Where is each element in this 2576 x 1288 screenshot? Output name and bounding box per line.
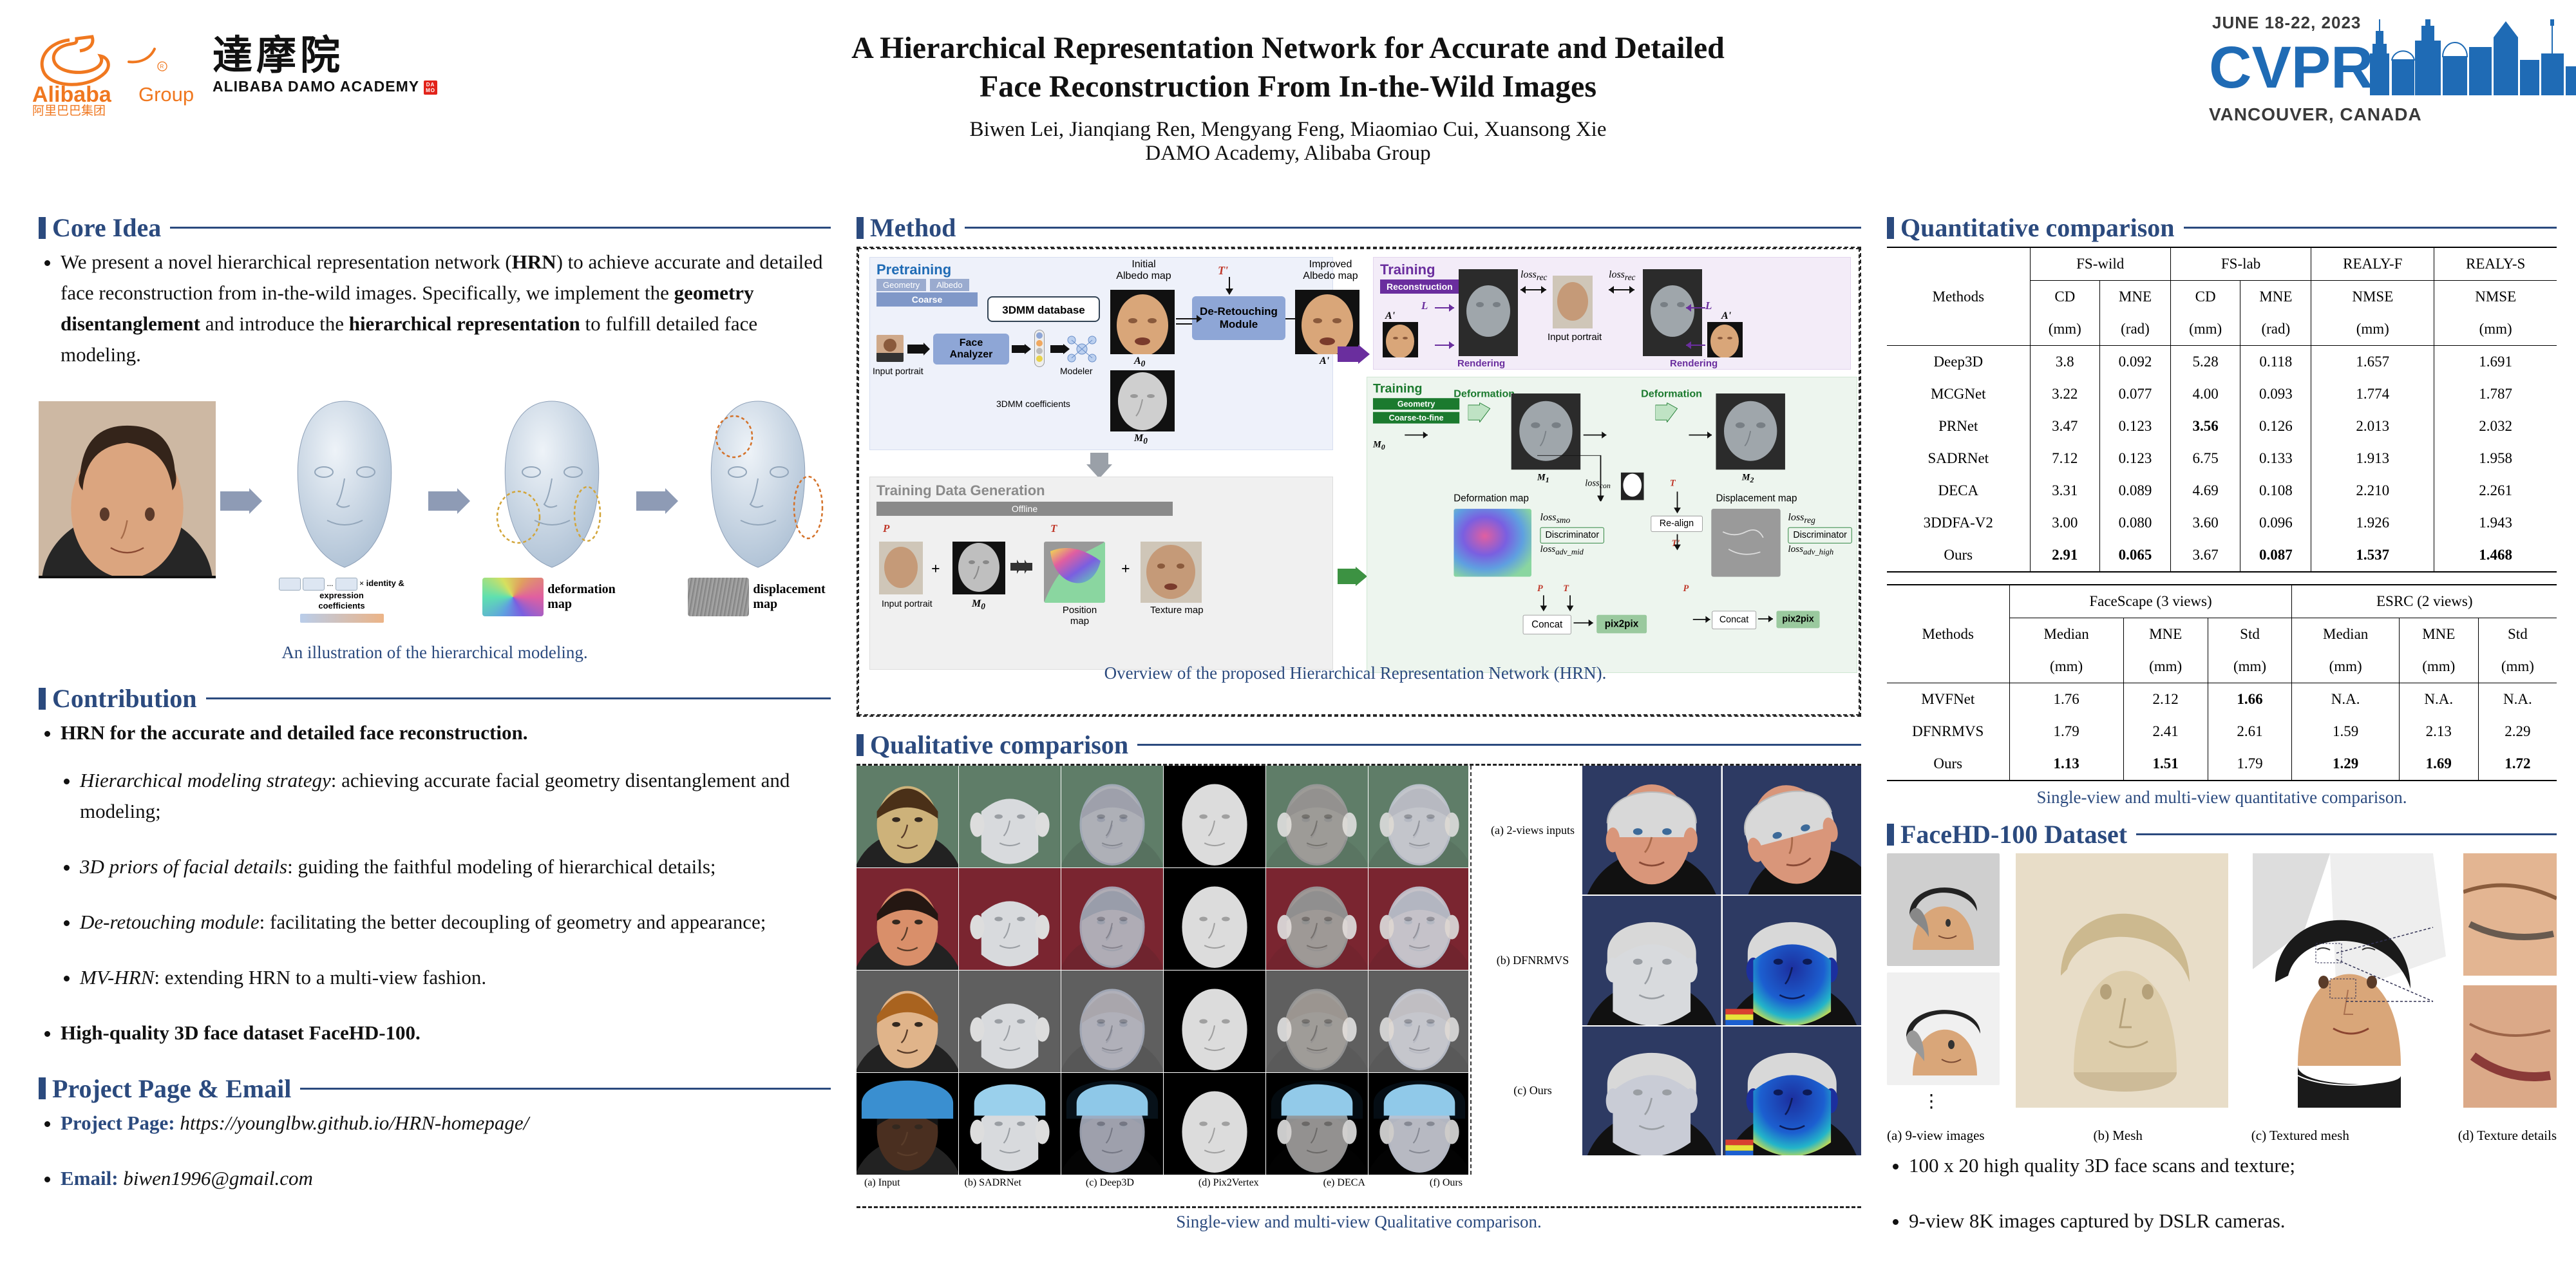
svg-text:Group: Group (138, 83, 194, 106)
svg-text:Alibaba: Alibaba (32, 82, 112, 107)
svg-text:阿里巴巴集团: 阿里巴巴集团 (32, 104, 106, 116)
svg-text:R: R (160, 64, 164, 70)
